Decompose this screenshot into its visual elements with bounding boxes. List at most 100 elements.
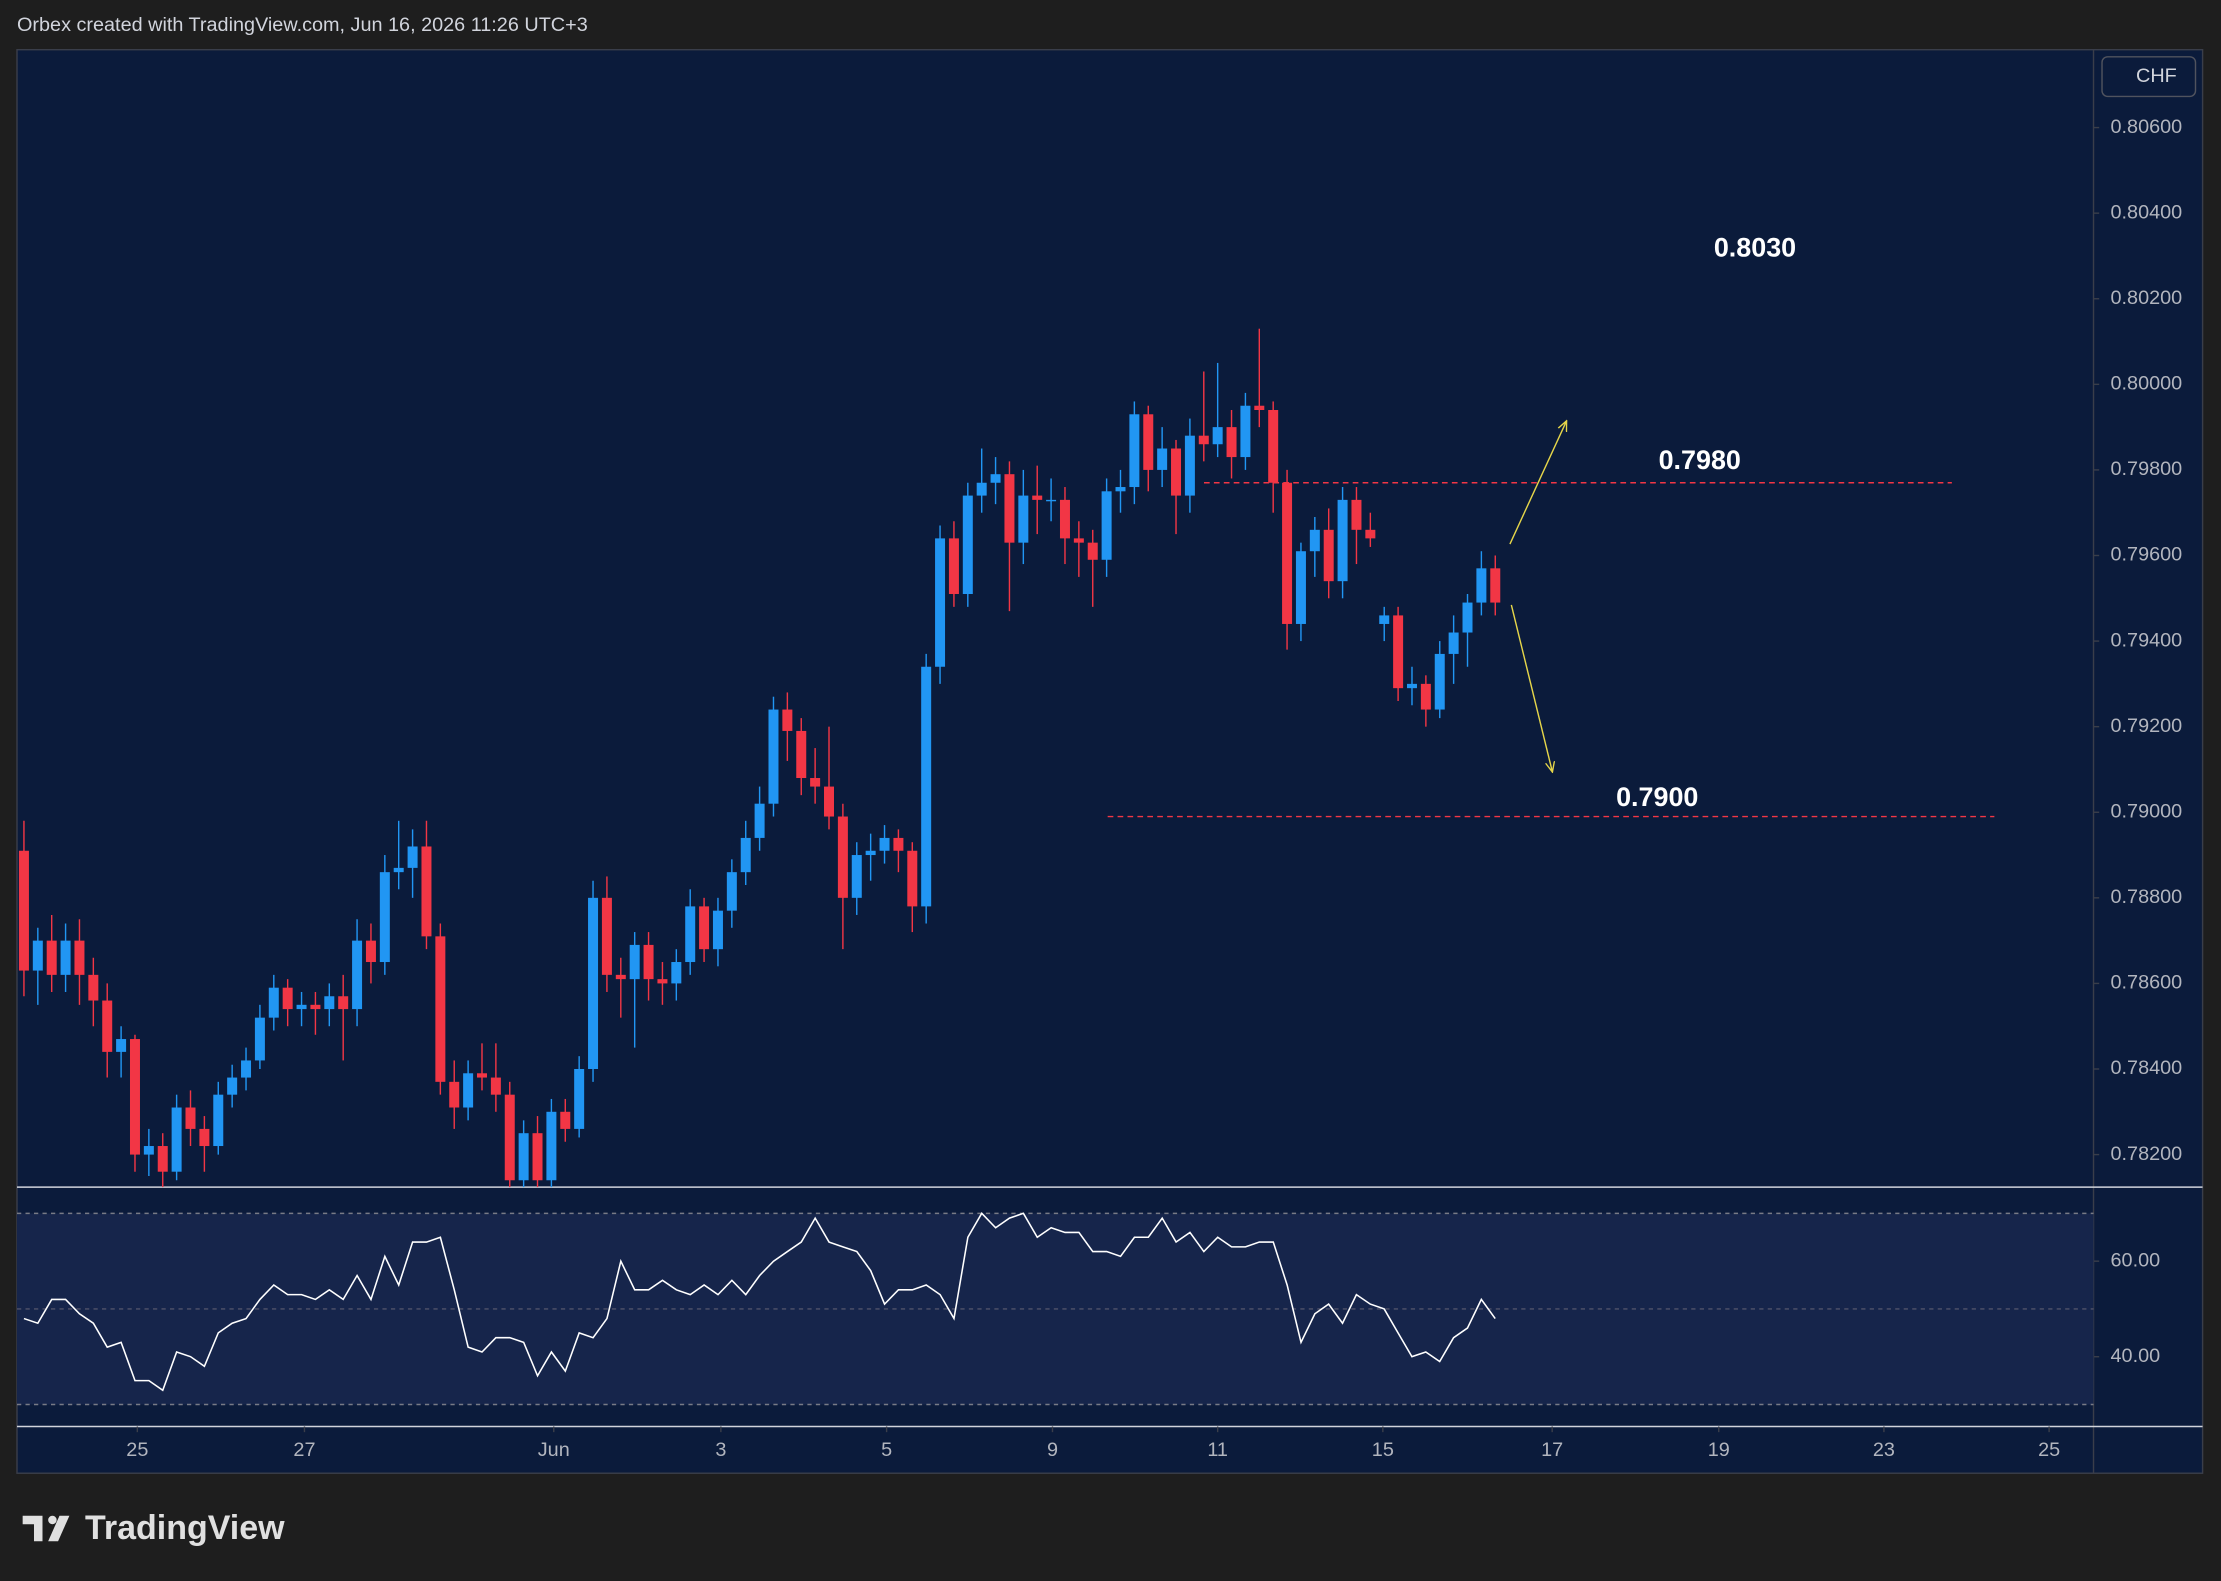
candle-body (74, 940, 85, 975)
rsi-pane (16, 1212, 2094, 1406)
candle-body (768, 709, 779, 804)
x-tick-label: 15 (1372, 1439, 1394, 1461)
candle-body (712, 910, 723, 950)
candle-body (907, 850, 918, 907)
candle-body (1462, 602, 1473, 633)
candle-body (754, 803, 765, 838)
candle-body (365, 940, 376, 963)
candle-body (837, 816, 848, 898)
rsi-line (23, 1212, 1496, 1392)
annotation: 0.8030 (1714, 233, 1796, 263)
annotation: 0.7900 (1616, 782, 1698, 812)
candle-body (18, 850, 29, 971)
candle-body (1143, 414, 1154, 470)
price-pane (18, 328, 1995, 1188)
candle-body (685, 906, 696, 963)
candle-body (699, 906, 710, 950)
header: Orbex created with TradingView.com, Jun … (17, 14, 588, 36)
y-tick-label: 0.79600 (2111, 544, 2183, 566)
candle-body (893, 837, 904, 851)
candle-body (1254, 405, 1265, 411)
candle-body (213, 1094, 224, 1147)
candle-body (976, 482, 987, 496)
candle-body (1434, 653, 1445, 710)
up-arrow (1509, 421, 1567, 545)
candle-body (102, 1000, 113, 1052)
y-tick-label: 60.00 (2111, 1249, 2161, 1271)
candle-body (254, 1017, 265, 1061)
annotation: 0.7980 (1659, 445, 1741, 475)
y-tick-label: 0.80200 (2111, 287, 2183, 309)
x-tick-label: 25 (126, 1439, 148, 1461)
candle-body (601, 897, 612, 975)
candle-body (1490, 568, 1501, 603)
candle-body (1268, 410, 1279, 483)
candle-body (560, 1111, 571, 1129)
candle-body (796, 730, 807, 779)
candle-body (810, 778, 821, 787)
candle-body (46, 940, 57, 975)
y-tick-label: 0.78200 (2111, 1143, 2183, 1165)
candle-body (1212, 427, 1223, 445)
candle-body (241, 1060, 252, 1078)
candle-body (1309, 529, 1320, 552)
candle-body (116, 1039, 127, 1052)
candle-body (1379, 615, 1390, 624)
candle-body (463, 1073, 474, 1108)
candle-body (1295, 551, 1306, 624)
y-tick-label: 0.79800 (2111, 458, 2183, 480)
candle-body (1476, 568, 1487, 603)
currency-box[interactable] (2101, 56, 2197, 98)
x-tick-label: 5 (881, 1439, 892, 1461)
candle-body (1004, 474, 1015, 543)
candle-body (824, 786, 835, 817)
candle-body (1018, 495, 1029, 543)
candle-body (1046, 499, 1057, 502)
candle-body (282, 987, 293, 1010)
candle-body (1323, 529, 1334, 582)
candle-body (574, 1069, 585, 1129)
logo: TradingView (85, 1509, 285, 1547)
candle-body (629, 944, 640, 980)
x-tick-label: 23 (1873, 1439, 1895, 1461)
candle-body (1420, 683, 1431, 710)
candle-body (643, 944, 654, 980)
candle-body (268, 987, 279, 1018)
candle-body (393, 867, 404, 873)
y-tick-label: 40.00 (2111, 1345, 2161, 1367)
candle-body (1351, 499, 1362, 530)
candle-body (921, 666, 932, 907)
candle-body (879, 837, 890, 851)
candle-body (935, 538, 946, 667)
x-tick-label: 9 (1047, 1439, 1058, 1461)
y-tick-label: 0.78600 (2111, 972, 2183, 994)
candle-body (449, 1081, 460, 1108)
candle-body (1226, 427, 1237, 458)
candle-body (1157, 448, 1168, 470)
candle-body (324, 996, 335, 1010)
y-tick-label: 0.80000 (2111, 373, 2183, 395)
candle-body (504, 1094, 515, 1181)
candle-body (1171, 448, 1182, 496)
candle-body (990, 474, 1001, 483)
y-tick-label: 0.78800 (2111, 886, 2183, 908)
candle-body (1365, 529, 1376, 539)
candle-body (948, 538, 959, 595)
candle-body (32, 940, 43, 971)
candle-body (1337, 499, 1348, 582)
candle-body (1198, 435, 1209, 445)
candle-body (1282, 482, 1293, 624)
candle-body (143, 1146, 154, 1155)
x-tick-label: 25 (2038, 1439, 2060, 1461)
candle-body (518, 1133, 529, 1181)
y-tick-label: 0.80600 (2111, 116, 2183, 138)
candle-body (740, 837, 751, 873)
candle-body (532, 1133, 543, 1181)
candle-body (726, 872, 737, 911)
candle-body (851, 855, 862, 898)
candle-body (1393, 615, 1404, 689)
axes: 0.80600 0.80400 0.80200 0.80000 0.79800 0.796… (126, 116, 2182, 1461)
candle-body (476, 1073, 487, 1078)
